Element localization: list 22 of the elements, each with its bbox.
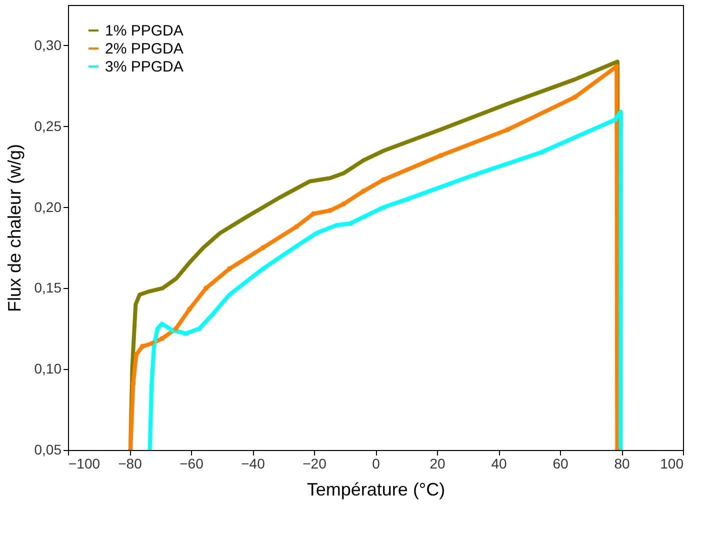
y-tick-label: 0,25 — [34, 118, 62, 134]
y-axis-title: Flux de chaleur (w/g) — [4, 144, 24, 312]
x-tick-label: 60 — [552, 456, 568, 472]
legend-label: 1% PPGDA — [105, 22, 184, 40]
x-tick-label: 80 — [614, 456, 630, 472]
x-tick-label: −20 — [302, 456, 327, 472]
x-tick-label: 0 — [372, 456, 380, 472]
x-tick-label: 100 — [660, 456, 684, 472]
y-tick-label: 0,15 — [34, 280, 62, 296]
y-tick-label: 0,10 — [34, 360, 62, 377]
y-tick-label: 0,05 — [34, 442, 62, 458]
x-tick-label: 40 — [491, 456, 507, 472]
x-tick-label: −80 — [118, 456, 142, 472]
x-tick-label: −100 — [68, 456, 100, 472]
x-tick-label: −60 — [180, 456, 204, 472]
legend-label: 2% PPGDA — [105, 40, 184, 58]
x-tick-label: 20 — [430, 456, 446, 472]
x-axis-title: Température (°C) — [306, 480, 446, 500]
x-tick-label: −40 — [241, 456, 266, 472]
y-tick-label: 0,30 — [34, 36, 62, 53]
legend-label: 3% PPGDA — [105, 58, 184, 76]
y-tick-label: 0,20 — [34, 198, 62, 215]
